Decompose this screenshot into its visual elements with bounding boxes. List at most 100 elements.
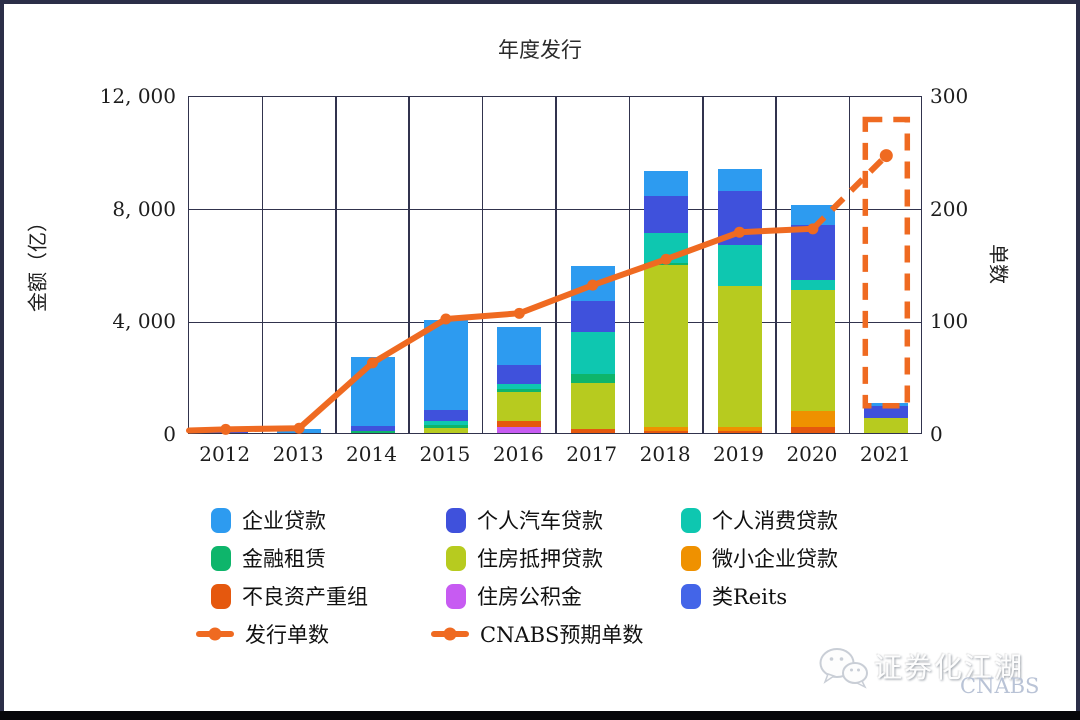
bar-segment-2017 [570,332,615,375]
legend-item: 个人消费贷款 [681,505,838,535]
right-tick-label: 300 [930,84,969,108]
legend-line-sample [431,627,469,641]
legend-label: 企业贷款 [242,509,326,533]
bar-segment-2015 [423,320,468,410]
bar-segment-2018 [644,195,689,234]
watermark-subtext: CNABS [960,674,1040,698]
legend-swatch [211,583,231,609]
gridline-vertical [261,97,264,433]
gridline-vertical [775,97,777,433]
left-tick-label: 8, 000 [112,196,176,221]
chart-title: 年度发行 [498,38,582,62]
x-tick-label-2013: 2013 [272,442,324,466]
legend-item: 个人汽车贷款 [446,505,603,535]
wechat-icon [819,648,868,689]
bar-segment-2018 [644,430,689,433]
legend-line-marker [443,627,457,641]
gridline-vertical [408,97,410,433]
x-tick-label-2018: 2018 [639,442,691,466]
bar-segment-2017 [570,374,615,383]
legend-item-line: 发行单数 [196,619,329,649]
x-tick-label-2020: 2020 [786,442,838,466]
gridline-vertical [628,97,631,433]
watermark: 证券化江湖 CNABS [818,642,1058,702]
line-marker [440,313,452,325]
bar-segment-2021 [864,418,909,433]
legend-swatch [211,507,231,533]
bar-segment-2016 [497,364,542,384]
watermark-text: 证券化江湖 [874,651,1025,684]
bar-segment-2016 [497,426,542,433]
bar-segment-2015 [423,427,468,433]
left-tick-label: 4, 000 [112,309,176,334]
bar-segment-2019 [717,245,762,287]
legend-item: 住房公积金 [446,581,582,611]
line-marker [367,357,378,369]
legend-swatch [681,507,701,533]
legend-item-line: CNABS预期单数 [431,619,643,649]
bar-segment-2020 [790,290,835,412]
bar-segment-2019 [717,168,762,191]
bar-segment-2017 [570,301,615,333]
expected-connector-dashed [810,153,889,231]
legend-line-sample [196,627,234,641]
bar-segment-2015 [423,409,468,421]
bar-segment-2014 [350,431,395,433]
gridline-horizontal [189,321,921,324]
right-tick-label: 100 [930,309,969,334]
bar-segment-2019 [717,427,762,432]
legend-item: 金融租赁 [211,543,326,573]
legend-label: 不良资产重组 [242,585,368,609]
bar-segment-2018 [644,426,689,431]
legend-item: 类Reits [681,581,787,611]
bar-segment-2017 [570,429,615,433]
bar-segment-2018 [644,264,689,427]
line-marker [587,279,599,291]
bottom-border [0,711,1080,720]
legend-label: 金融租赁 [242,547,326,571]
expected-marker [879,149,893,163]
legend-line-marker [208,627,222,641]
bar-segment-2016 [497,383,542,389]
legend-label: 类Reits [712,585,788,609]
bar-segment-2015 [423,424,468,428]
bar-segment-2020 [790,411,835,428]
legend-item: 企业贷款 [211,505,326,535]
legend-swatch [446,545,466,571]
x-tick-label-2019: 2019 [713,442,764,466]
line-marker [220,423,232,435]
expected-dash-box [862,116,911,409]
gridline-vertical [555,97,557,433]
bar-segment-2021 [864,406,909,419]
legend-swatch [681,545,701,571]
legend-swatch [211,545,231,571]
legend-item: 不良资产重组 [211,581,368,611]
issuance-line-layer [186,116,911,435]
gridline-vertical [702,97,704,433]
bar-segment-2019 [717,286,762,428]
legend-item: 住房抵押贷款 [446,543,603,573]
right-axis-title: 单数 [986,244,1011,284]
x-tick-label-2014: 2014 [346,442,397,466]
x-tick-label-2015: 2015 [419,442,471,466]
gridline-vertical [335,97,337,433]
x-tick-label-2012: 2012 [199,442,251,466]
bar-segment-2014 [350,425,395,432]
left-axis-title: 金额（亿） [25,212,50,312]
right-tick-label: 0 [930,422,943,446]
bar-segment-2019 [717,431,762,433]
legend-item: 微小企业贷款 [681,543,838,573]
bar-segment-2016 [497,388,542,393]
bar-segment-2018 [644,170,689,196]
x-tick-label-2017: 2017 [566,442,618,466]
bar-segment-2020 [790,427,835,433]
x-tick-label-2016: 2016 [492,442,544,466]
bar-segment-2016 [497,327,542,365]
bar-segment-2020 [790,280,835,291]
issuance-count-line [186,225,816,434]
left-tick-label: 12, 000 [99,84,176,108]
legend-label: 个人汽车贷款 [477,509,603,533]
legend-label: 个人消费贷款 [712,509,838,533]
line-marker [513,307,525,319]
plot-area [186,96,922,435]
